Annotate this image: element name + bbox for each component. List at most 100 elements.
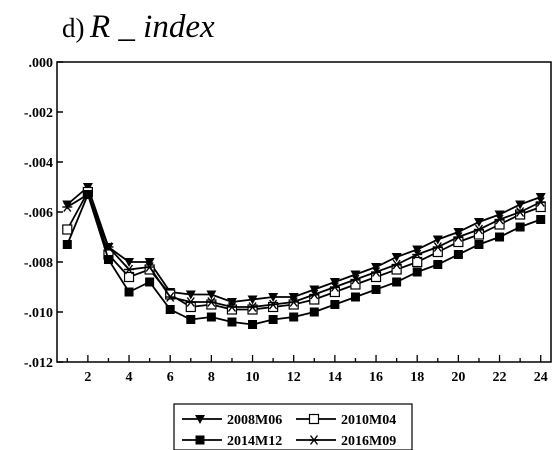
- series-line: [66, 193, 542, 308]
- data-point-stroke: [392, 259, 401, 270]
- data-point: [247, 304, 258, 315]
- data-point: [515, 207, 526, 217]
- data-point: [474, 240, 484, 249]
- data-point: [329, 282, 340, 292]
- x-tick-label: 8: [208, 370, 215, 385]
- legend-marker: [195, 415, 205, 424]
- data-point-stroke: [433, 242, 442, 252]
- legend-label: 2010M04: [341, 413, 396, 428]
- y-tick-label: .000: [29, 56, 54, 71]
- data-point-stroke: [207, 297, 216, 307]
- data-point: [371, 285, 381, 294]
- x-tick-label: 22: [493, 370, 507, 385]
- data-point: [432, 242, 443, 252]
- data-point: [185, 297, 196, 307]
- data-point-stroke: [474, 224, 484, 235]
- data-point: [453, 228, 464, 237]
- y-tick-label: -.012: [24, 356, 53, 371]
- data-point: [309, 289, 320, 300]
- chart-title: R _ index: [89, 9, 215, 45]
- data-point: [412, 245, 423, 255]
- data-point: [309, 307, 319, 317]
- data-point-stroke: [227, 302, 237, 312]
- data-point: [453, 232, 464, 242]
- data-point-stroke: [104, 242, 113, 252]
- legend-label: 2008M06: [227, 413, 282, 428]
- data-point: [412, 267, 422, 277]
- data-point: [494, 210, 505, 220]
- data-point-stroke: [166, 292, 175, 302]
- data-point: [124, 264, 135, 275]
- data-point: [145, 277, 155, 287]
- legend-marker-stroke: [309, 435, 319, 445]
- x-tick-label: 6: [167, 370, 174, 385]
- data-point: [412, 249, 423, 260]
- data-point: [268, 315, 278, 324]
- x-tick-label: 20: [451, 370, 465, 385]
- legend-entry: 2008M06: [182, 413, 282, 428]
- data-point: [206, 297, 217, 307]
- data-point: [391, 259, 402, 270]
- data-point: [144, 258, 155, 267]
- data-point: [268, 293, 279, 302]
- series-line: [66, 189, 542, 311]
- series-2010M04: [62, 186, 546, 315]
- series-2016M09: [62, 189, 546, 312]
- legend-entry: 2014M12: [182, 434, 282, 449]
- data-point: [248, 320, 258, 329]
- data-point-stroke: [248, 302, 257, 312]
- data-point-stroke: [516, 207, 525, 217]
- data-point: [185, 301, 196, 313]
- data-point: [62, 224, 73, 235]
- x-tick-label: 10: [246, 370, 260, 385]
- data-point-stroke: [351, 274, 360, 285]
- plot-frame: [56, 61, 552, 363]
- data-point: [123, 271, 135, 283]
- legend-marker: [195, 435, 205, 445]
- data-point-stroke: [310, 289, 319, 300]
- data-point: [433, 260, 443, 269]
- data-point-stroke: [186, 297, 195, 307]
- data-point-stroke: [145, 262, 154, 272]
- data-point: [515, 200, 526, 210]
- data-point: [412, 256, 423, 268]
- data-point: [473, 218, 484, 227]
- x-tick-label: 16: [369, 370, 383, 385]
- data-point: [206, 299, 217, 310]
- data-point: [392, 277, 402, 287]
- data-point: [103, 255, 113, 264]
- data-point: [350, 274, 361, 285]
- data-point: [535, 193, 546, 202]
- data-point-stroke: [454, 232, 463, 242]
- data-point: [309, 285, 320, 295]
- legend-entry: 2010M04: [296, 413, 396, 428]
- data-point: [144, 262, 155, 272]
- x-tick-label: 4: [126, 370, 133, 385]
- series-line: [66, 185, 542, 303]
- data-point: [124, 258, 135, 267]
- data-point: [62, 202, 73, 212]
- legend-label: 2016M09: [341, 434, 396, 449]
- data-point-stroke: [413, 249, 422, 260]
- data-point-stroke: [536, 197, 545, 207]
- legend-marker: [308, 413, 320, 425]
- data-point: [165, 292, 176, 302]
- data-point: [226, 302, 237, 312]
- data-point: [535, 197, 546, 207]
- data-point: [536, 215, 546, 224]
- data-point: [226, 304, 238, 315]
- x-tick-label: 14: [328, 370, 342, 385]
- series-line: [66, 191, 542, 326]
- data-point-stroke: [495, 214, 504, 225]
- data-point: [206, 312, 216, 322]
- series-layer: [62, 183, 546, 329]
- y-tick-label: -.008: [24, 256, 53, 271]
- data-point: [226, 298, 237, 307]
- data-point: [391, 253, 402, 262]
- x-axis: 2 4 6 8 10 12 14 16 18 20 22 24: [66, 355, 548, 385]
- data-point: [165, 289, 176, 300]
- y-tick-label: -.004: [24, 156, 53, 171]
- data-point: [473, 224, 484, 235]
- y-axis: .000 -.002 -.004 -.006 -.008 -.010 -.012: [24, 56, 63, 371]
- legend: 2008M06 2010M04 2014M12 2016M09: [173, 403, 413, 450]
